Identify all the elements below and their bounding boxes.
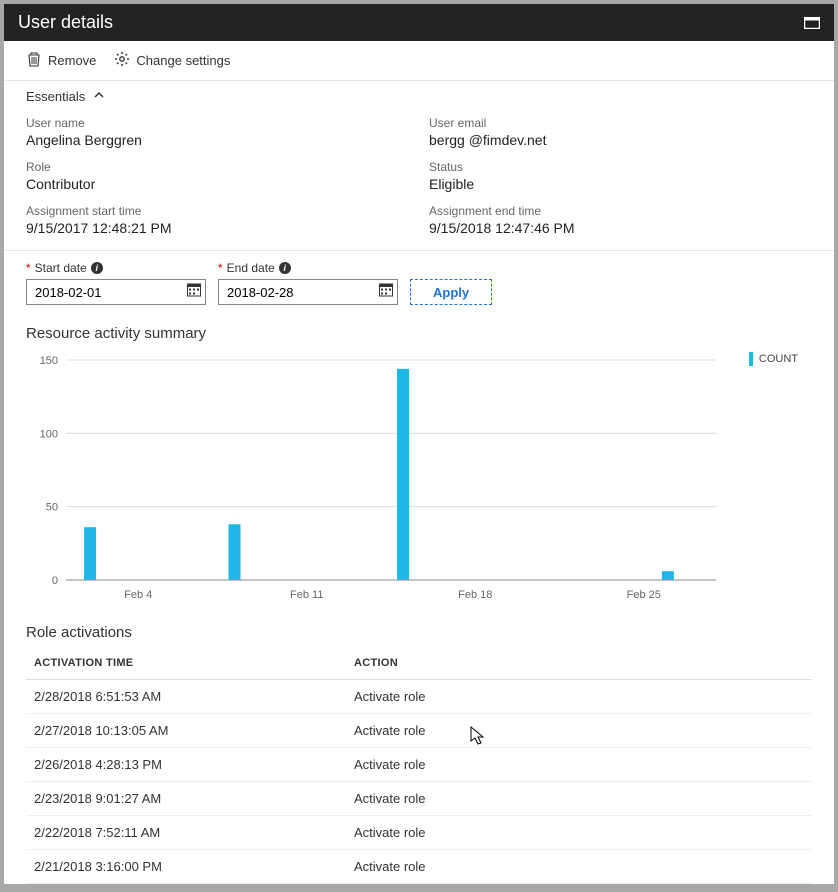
remove-label: Remove — [48, 53, 96, 68]
start-date-input[interactable] — [26, 279, 206, 305]
apply-button[interactable]: Apply — [410, 279, 492, 305]
end-date-input[interactable] — [218, 279, 398, 305]
username-label: User name — [26, 116, 409, 130]
end-date-label: End date — [227, 261, 275, 275]
start-date-label: Start date — [35, 261, 87, 275]
useremail-label: User email — [429, 116, 812, 130]
remove-button[interactable]: Remove — [26, 51, 96, 70]
status-label: Status — [429, 160, 812, 174]
bar-chart-svg: 0 50 100 150 Feb 4 Feb 11 Feb 18 Feb 25 — [26, 350, 726, 610]
titlebar: User details — [4, 4, 834, 41]
table-row[interactable]: 2/23/2018 9:01:27 AMActivate role — [26, 782, 812, 816]
essentials-section: User name Angelina Berggren User email b… — [4, 112, 834, 251]
activity-summary-title: Resource activity summary — [4, 311, 834, 346]
field-start-time: Assignment start time 9/15/2017 12:48:21… — [26, 204, 409, 236]
user-details-panel: User details Remove Change settings Esse… — [4, 4, 834, 884]
cell-activation-time: 2/27/2018 10:13:05 AM — [26, 714, 346, 748]
toolbar: Remove Change settings — [4, 41, 834, 81]
cell-activation-time: 2/28/2018 6:51:53 AM — [26, 680, 346, 714]
cell-action: Activate role — [346, 782, 812, 816]
info-icon[interactable]: i — [279, 262, 291, 274]
trash-icon — [26, 51, 42, 70]
gear-icon — [114, 51, 130, 70]
chevron-up-icon — [93, 89, 105, 104]
role-value: Contributor — [26, 176, 409, 192]
table-row[interactable]: 2/27/2018 10:13:05 AMActivate role — [26, 714, 812, 748]
change-settings-button[interactable]: Change settings — [114, 51, 230, 70]
table-row[interactable]: 2/28/2018 6:51:53 AMActivate role — [26, 680, 812, 714]
required-mark: * — [218, 261, 223, 275]
svg-text:Feb 11: Feb 11 — [290, 589, 323, 601]
svg-text:100: 100 — [40, 428, 58, 440]
field-useremail: User email bergg @fimdev.net — [429, 116, 812, 148]
activations-table: ACTIVATION TIME ACTION 2/28/2018 6:51:53… — [26, 645, 812, 884]
table-header-row: ACTIVATION TIME ACTION — [26, 645, 812, 680]
field-role: Role Contributor — [26, 160, 409, 192]
end-time-value: 9/15/2018 12:47:46 PM — [429, 220, 812, 236]
cell-action: Activate role — [346, 680, 812, 714]
cell-activation-time: 2/26/2018 4:28:13 PM — [26, 748, 346, 782]
cell-action: Activate role — [346, 748, 812, 782]
svg-text:Feb 25: Feb 25 — [627, 589, 661, 601]
col-activation-time[interactable]: ACTIVATION TIME — [26, 645, 346, 680]
col-action[interactable]: ACTION — [346, 645, 812, 680]
username-value: Angelina Berggren — [26, 132, 409, 148]
cell-action: Activate role — [346, 850, 812, 884]
svg-text:Feb 4: Feb 4 — [124, 589, 152, 601]
svg-text:Feb 18: Feb 18 — [458, 589, 492, 601]
legend-swatch — [749, 352, 753, 366]
role-label: Role — [26, 160, 409, 174]
end-time-label: Assignment end time — [429, 204, 812, 218]
svg-text:150: 150 — [40, 355, 58, 367]
start-date-field: * Start date i — [26, 261, 206, 305]
cell-activation-time: 2/21/2018 3:16:00 PM — [26, 850, 346, 884]
activity-chart: COUNT 0 50 100 150 Feb 4 Feb 11 Feb 18 Feb 25 — [4, 346, 834, 610]
cell-action: Activate role — [346, 714, 812, 748]
chart-legend: COUNT — [749, 352, 798, 366]
useremail-value: bergg @fimdev.net — [429, 132, 812, 148]
table-row[interactable]: 2/22/2018 7:52:11 AMActivate role — [26, 816, 812, 850]
field-end-time: Assignment end time 9/15/2018 12:47:46 P… — [429, 204, 812, 236]
table-row[interactable]: 2/21/2018 3:16:00 PMActivate role — [26, 850, 812, 884]
cell-action: Activate role — [346, 816, 812, 850]
field-status: Status Eligible — [429, 160, 812, 192]
field-username: User name Angelina Berggren — [26, 116, 409, 148]
legend-label: COUNT — [759, 353, 798, 365]
settings-label: Change settings — [136, 53, 230, 68]
cell-activation-time: 2/23/2018 9:01:27 AM — [26, 782, 346, 816]
table-row[interactable]: 2/26/2018 4:28:13 PMActivate role — [26, 748, 812, 782]
panel-title: User details — [18, 12, 113, 33]
start-time-value: 9/15/2017 12:48:21 PM — [26, 220, 409, 236]
essentials-toggle[interactable]: Essentials — [4, 81, 834, 112]
maximize-icon[interactable] — [804, 17, 820, 29]
svg-text:0: 0 — [52, 575, 58, 587]
cell-activation-time: 2/22/2018 7:52:11 AM — [26, 816, 346, 850]
required-mark: * — [26, 261, 31, 275]
start-time-label: Assignment start time — [26, 204, 409, 218]
info-icon[interactable]: i — [91, 262, 103, 274]
essentials-label: Essentials — [26, 89, 85, 104]
activations-table-wrap: ACTIVATION TIME ACTION 2/28/2018 6:51:53… — [4, 645, 834, 884]
date-filter-row: * Start date i * End date i — [4, 251, 834, 311]
status-value: Eligible — [429, 176, 812, 192]
role-activations-title: Role activations — [4, 610, 834, 645]
end-date-field: * End date i — [218, 261, 398, 305]
svg-text:50: 50 — [46, 502, 58, 514]
